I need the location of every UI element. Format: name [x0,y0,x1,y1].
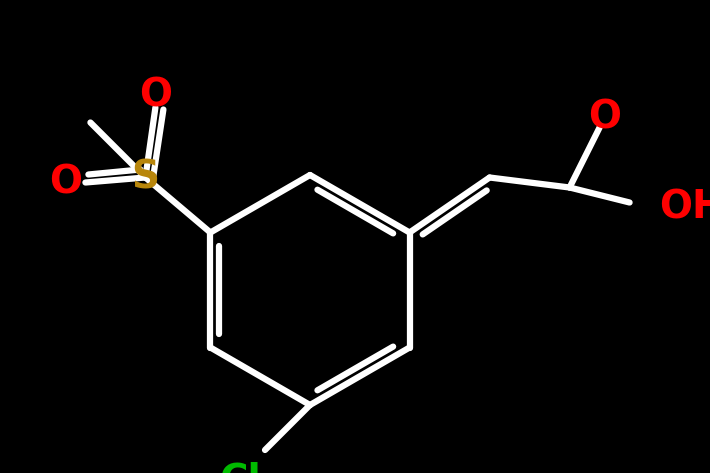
Text: O: O [139,77,172,114]
Text: Cl: Cl [219,461,261,473]
Text: O: O [588,98,621,137]
Text: O: O [49,164,82,201]
Text: S: S [131,158,160,196]
Text: OH: OH [660,189,710,227]
